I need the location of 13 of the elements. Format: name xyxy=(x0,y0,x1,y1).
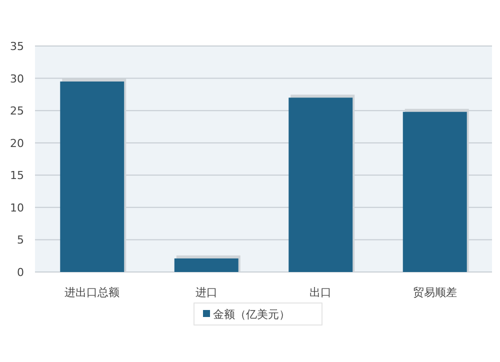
y-tick-label: 30 xyxy=(10,72,24,86)
x-tick-label: 贸易顺差 xyxy=(412,286,457,299)
y-tick-label: 35 xyxy=(10,40,24,53)
y-tick-label: 25 xyxy=(10,104,24,118)
y-tick-label: 10 xyxy=(10,201,24,214)
y-tick-label: 20 xyxy=(10,136,24,150)
y-tick-label: 15 xyxy=(10,169,24,182)
y-tick-label: 0 xyxy=(17,266,24,279)
legend-label: 金额（亿美元） xyxy=(213,308,290,321)
x-tick-label: 进口 xyxy=(195,286,218,299)
x-tick-label: 出口 xyxy=(310,286,332,299)
x-tick-label: 进出口总额 xyxy=(64,286,120,299)
y-tick-label: 5 xyxy=(17,234,24,247)
